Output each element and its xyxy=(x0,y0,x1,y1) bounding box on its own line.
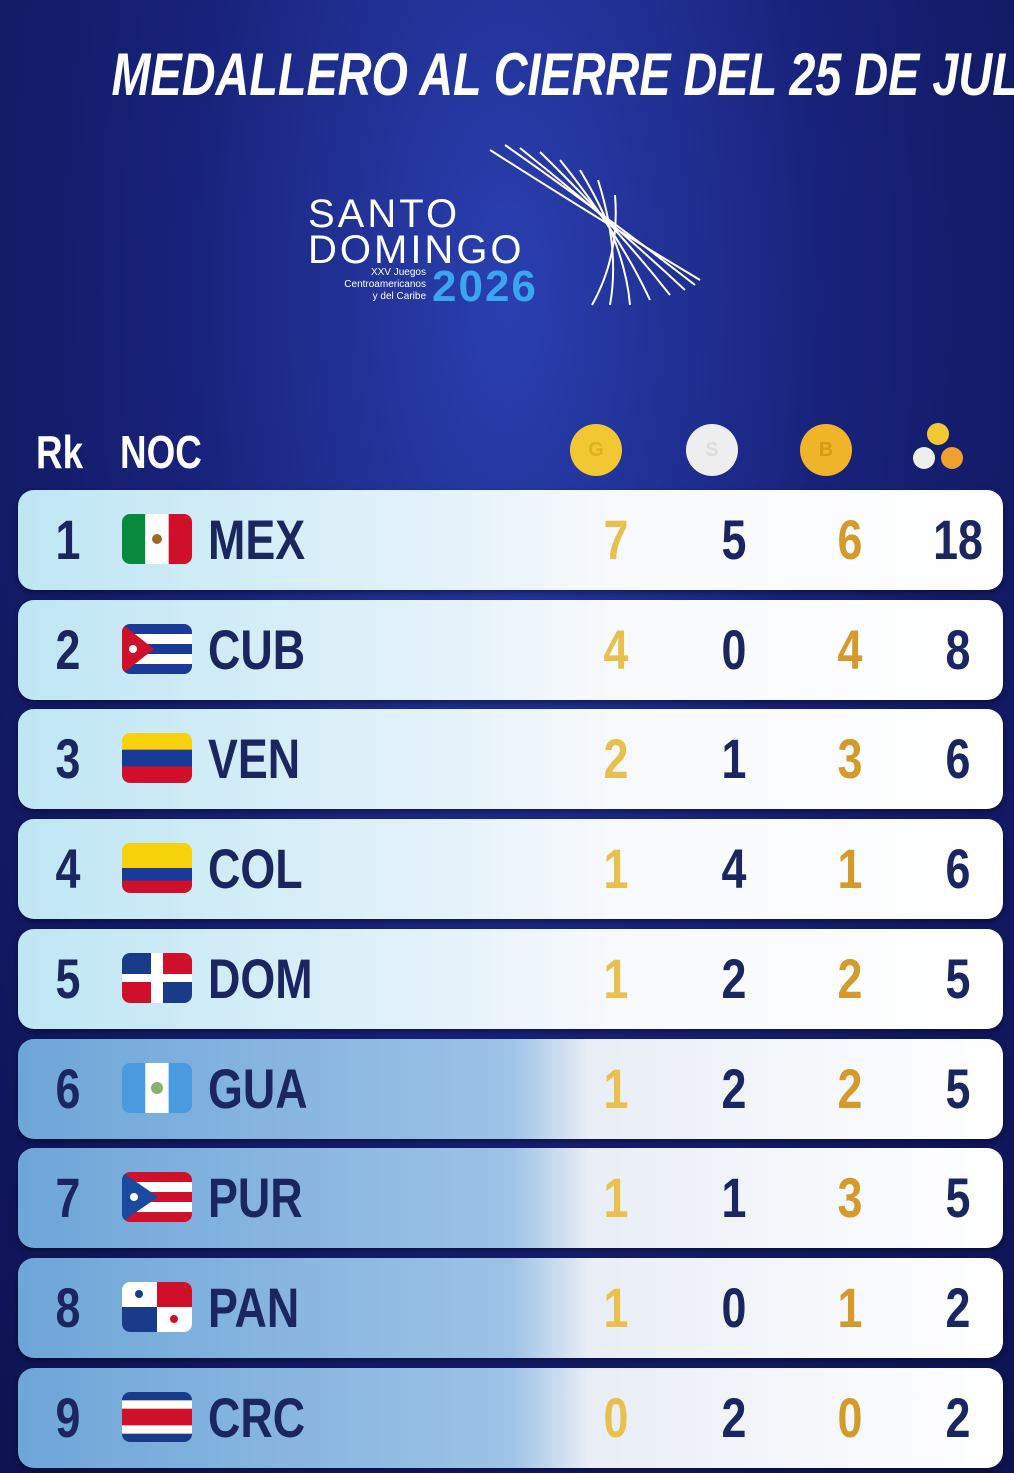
noc-code: COL xyxy=(208,837,303,901)
total-count: 5 xyxy=(945,946,971,1010)
silver-count: 5 xyxy=(721,508,747,571)
noc-code: GUA xyxy=(208,1056,308,1120)
flag-art xyxy=(122,514,192,564)
rank: 5 xyxy=(55,946,81,1010)
header-total-icon xyxy=(913,423,963,469)
flag-art xyxy=(122,1391,192,1442)
logo-year: 2026 xyxy=(432,262,538,311)
silver-count: 4 xyxy=(721,837,747,901)
total-count: 5 xyxy=(945,1056,971,1120)
bronze-count: 3 xyxy=(837,727,863,791)
silver-count: 1 xyxy=(721,1166,747,1230)
rank: 1 xyxy=(55,508,81,571)
total-count: 2 xyxy=(945,1275,971,1339)
title: MEDALLERO AL CIERRE DEL 25 DE JULIO xyxy=(111,41,1014,108)
silver-count: 1 xyxy=(721,727,747,791)
flag xyxy=(122,733,192,784)
table-row: 2 CUB 4 0 4 8 xyxy=(18,599,1003,700)
silver-count: 2 xyxy=(721,1056,747,1120)
total-count: 6 xyxy=(945,837,971,901)
logo-text: SANTO xyxy=(308,192,461,236)
silver-count: 0 xyxy=(721,1275,747,1339)
table-row: 5 DOM 1 2 2 5 xyxy=(18,928,1003,1029)
table-row: 8 PAN 1 0 1 2 xyxy=(18,1257,1003,1358)
rank: 8 xyxy=(55,1275,81,1339)
header-gold: G xyxy=(570,424,622,476)
gold-count: 1 xyxy=(603,1056,629,1120)
gold-count: 1 xyxy=(603,837,629,901)
bronze-count: 2 xyxy=(837,1056,863,1120)
logo-subtitle: y del Caribe xyxy=(372,291,426,302)
gold-count: 7 xyxy=(603,508,629,571)
noc-code: CRC xyxy=(208,1385,306,1449)
total-count: 6 xyxy=(945,727,971,791)
flag xyxy=(122,1172,192,1223)
gold-count: 1 xyxy=(603,1275,629,1339)
rank: 3 xyxy=(55,727,81,791)
logo-emblem xyxy=(480,140,720,310)
bronze-count: 1 xyxy=(837,837,863,901)
flag xyxy=(122,952,192,1003)
rank: 6 xyxy=(55,1056,81,1120)
gold-count: 0 xyxy=(603,1385,629,1449)
bronze-count: 4 xyxy=(837,617,863,681)
flag xyxy=(122,1391,192,1442)
flag-art xyxy=(122,1172,192,1223)
table-row: 9 CRC 0 2 0 2 xyxy=(18,1367,1003,1468)
bronze-count: 6 xyxy=(837,508,863,571)
noc-code: MEX xyxy=(208,508,306,571)
bronze-count: 3 xyxy=(837,1166,863,1230)
table-row: 6 GUA 1 2 2 5 xyxy=(18,1038,1003,1139)
logo-text: DOMINGO xyxy=(308,228,525,272)
noc-code: VEN xyxy=(208,727,301,791)
total-count: 8 xyxy=(945,617,971,681)
header-bronze: B xyxy=(800,424,852,476)
bronze-count: 2 xyxy=(837,946,863,1010)
gold-count: 2 xyxy=(603,727,629,791)
flag-art xyxy=(122,1281,192,1332)
noc-code: DOM xyxy=(208,946,313,1010)
silver-count: 2 xyxy=(721,1385,747,1449)
rank: 2 xyxy=(55,617,81,681)
flag xyxy=(122,1062,192,1113)
flag xyxy=(122,1281,192,1332)
gold-count: 1 xyxy=(603,1166,629,1230)
rank: 9 xyxy=(55,1385,81,1449)
noc-code: CUB xyxy=(208,617,306,681)
header-rank: Rk xyxy=(36,426,84,478)
flag-art xyxy=(122,623,192,674)
flag xyxy=(122,843,192,894)
table-row: 3 VEN 2 1 3 6 xyxy=(18,709,1003,810)
bronze-count: 0 xyxy=(837,1385,863,1449)
silver-count: 2 xyxy=(721,946,747,1010)
logo-rays xyxy=(489,144,701,306)
rank: 7 xyxy=(55,1166,81,1230)
total-count: 2 xyxy=(945,1385,971,1449)
bronze-count: 1 xyxy=(837,1275,863,1339)
silver-count: 0 xyxy=(721,617,747,681)
flag-art xyxy=(122,843,192,894)
gold-count: 1 xyxy=(603,946,629,1010)
header-noc: NOC xyxy=(120,426,202,478)
total-count: 5 xyxy=(945,1166,971,1230)
logo-subtitle: Centroamericanos xyxy=(344,279,426,290)
flag-art xyxy=(122,733,192,784)
gold-count: 4 xyxy=(603,617,629,681)
noc-code: PUR xyxy=(208,1166,303,1230)
flag-art xyxy=(122,952,192,1003)
flag xyxy=(122,514,192,564)
table-row: 7 PUR 1 1 3 5 xyxy=(18,1148,1003,1249)
total-count: 18 xyxy=(933,508,983,571)
header-silver: S xyxy=(686,424,738,476)
table-row: 4 COL 1 4 1 6 xyxy=(18,819,1003,920)
noc-code: PAN xyxy=(208,1275,300,1339)
logo-subtitle: XXV Juegos xyxy=(370,267,426,278)
flag xyxy=(122,623,192,674)
table-row: 1 MEX 7 5 6 18 xyxy=(18,490,1003,590)
rank: 4 xyxy=(55,837,81,901)
flag-art xyxy=(122,1062,192,1113)
